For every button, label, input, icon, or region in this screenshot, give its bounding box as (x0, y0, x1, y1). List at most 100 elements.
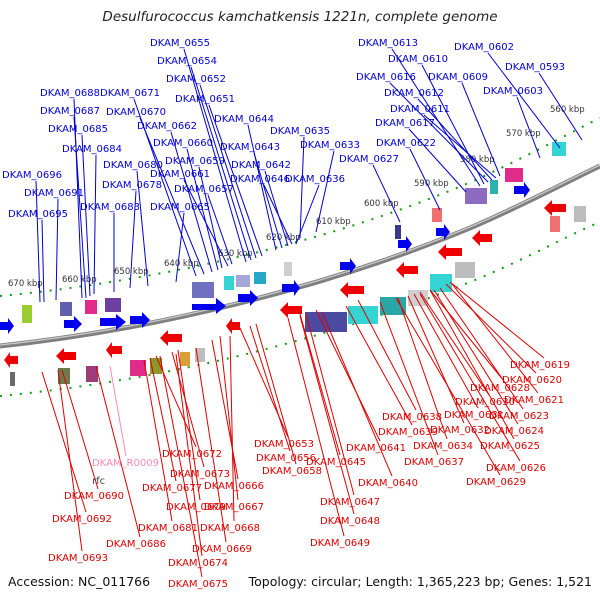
forward-gene-label[interactable]: DKAM_0662 (137, 121, 197, 132)
forward-leader-line (408, 128, 467, 193)
forward-gene-label[interactable]: DKAM_0660 (153, 138, 213, 149)
reverse-gene-label[interactable]: DKAM_0677 (142, 483, 202, 494)
reverse-gene-label[interactable]: DKAM_0623 (489, 411, 549, 422)
reverse-gene-label[interactable]: DKAM_0640 (358, 478, 418, 489)
reverse-gene-label[interactable]: DKAM_0638 (382, 412, 442, 423)
reverse-gene-arrow (544, 200, 566, 216)
forward-gene-label[interactable]: DKAM_0616 (356, 72, 416, 83)
reverse-gene-label[interactable]: DKAM_0619 (510, 360, 570, 371)
category-block (430, 274, 452, 292)
category-block (224, 276, 234, 290)
reverse-gene-label[interactable]: DKAM_0669 (192, 544, 252, 555)
forward-gene-label[interactable]: DKAM_0633 (300, 140, 360, 151)
reverse-gene-label[interactable]: DKAM_0634 (413, 441, 473, 452)
forward-gene-label[interactable]: DKAM_0609 (428, 72, 488, 83)
forward-gene-label[interactable]: DKAM_0602 (454, 42, 514, 53)
reverse-gene-label[interactable]: DKAM_0647 (320, 497, 380, 508)
forward-gene-label[interactable]: DKAM_0652 (166, 74, 226, 85)
category-block (192, 282, 214, 298)
reverse-gene-label[interactable]: DKAM_0673 (170, 469, 230, 480)
reverse-gene-label[interactable]: DKAM_0641 (346, 443, 406, 454)
reverse-gene-label[interactable]: DKAM_0692 (52, 514, 112, 525)
reverse-gene-label[interactable]: DKAM_0629 (466, 477, 526, 488)
reverse-gene-label[interactable]: DKAM_0675 (168, 579, 228, 590)
forward-gene-label[interactable]: DKAM_0683 (80, 202, 140, 213)
scale-label: 560 kbp (550, 105, 585, 115)
forward-gene-label[interactable]: DKAM_0685 (48, 124, 108, 135)
forward-gene-label[interactable]: DKAM_0627 (339, 154, 399, 165)
reverse-gene-label[interactable]: DKAM_0631 (444, 410, 504, 421)
reverse-leader-line (379, 301, 439, 456)
forward-gene-label[interactable]: DKAM_0611 (390, 104, 450, 115)
reverse-gene-label[interactable]: DKAM_0645 (306, 457, 366, 468)
reverse-gene-label[interactable]: DKAM_0628 (470, 383, 530, 394)
reverse-gene-label[interactable]: DKAM_0656 (256, 453, 316, 464)
forward-gene-label[interactable]: DKAM_0651 (175, 94, 235, 105)
forward-gene-label[interactable]: DKAM_0622 (376, 138, 436, 149)
forward-gene-label[interactable]: DKAM_0654 (157, 56, 217, 67)
forward-gene-label[interactable]: DKAM_0671 (100, 88, 160, 99)
forward-gene-label[interactable]: DKAM_0695 (8, 209, 68, 220)
forward-gene-label[interactable]: DKAM_0635 (270, 126, 330, 137)
forward-gene-label[interactable]: DKAM_0593 (505, 62, 565, 73)
reverse-gene-label[interactable]: DKAM_0624 (484, 426, 544, 437)
reverse-gene-label[interactable]: DKAM_0632 (430, 425, 490, 436)
reverse-gene-label[interactable]: DKAM_0666 (204, 481, 264, 492)
reverse-gene-label[interactable]: DKAM_0686 (106, 539, 166, 550)
forward-leader-line (73, 116, 87, 299)
reverse-category-track (10, 206, 586, 386)
forward-gene-label[interactable]: DKAM_0613 (358, 38, 418, 49)
reverse-gene-label[interactable]: DKAM_0667 (204, 502, 264, 513)
reverse-gene-label[interactable]: DKAM_0630 (455, 397, 515, 408)
reverse-gene-label[interactable]: DKAM_0693 (48, 553, 108, 564)
forward-gene-label[interactable]: DKAM_0636 (285, 174, 345, 185)
reverse-gene-label[interactable]: DKAM_0690 (64, 491, 124, 502)
reverse-gene-label[interactable]: DKAM_0681 (138, 523, 198, 534)
forward-gene-label[interactable]: DKAM_0610 (388, 54, 448, 65)
reverse-gene-label[interactable]: DKAM_0639 (378, 427, 438, 438)
reverse-gene-arrow (226, 318, 240, 334)
forward-gene-label[interactable]: DKAM_0680 (103, 160, 163, 171)
forward-gene-label[interactable]: DKAM_0688 (40, 88, 100, 99)
reverse-gene-label[interactable]: DKAM_0648 (320, 516, 380, 527)
forward-gene-label[interactable]: DKAM_0659 (165, 156, 225, 167)
reverse-gene-label[interactable]: DKAM_0626 (486, 463, 546, 474)
forward-leader-lines (35, 48, 583, 303)
forward-leader-line (253, 152, 283, 249)
forward-gene-label[interactable]: DKAM_0655 (150, 38, 210, 49)
forward-gene-label[interactable]: DKAM_0696 (2, 170, 62, 181)
forward-leader-line (199, 84, 257, 259)
forward-gene-label[interactable]: DKAM_0657 (174, 184, 234, 195)
reverse-gene-label[interactable]: DKAM_0625 (480, 441, 540, 452)
rna-gene-label[interactable]: DKAM_R0009 (92, 458, 159, 469)
reverse-gene-label[interactable]: DKAM_0620 (502, 375, 562, 386)
forward-gene-arrow (514, 182, 530, 198)
reverse-gene-label[interactable]: DKAM_0637 (404, 457, 464, 468)
forward-gene-label[interactable]: DKAM_0661 (150, 169, 210, 180)
reverse-gene-label[interactable]: DKAM_0649 (310, 538, 370, 549)
forward-gene-label[interactable]: DKAM_0665 (150, 202, 210, 213)
reverse-gene-label[interactable]: DKAM_0679 (166, 502, 226, 513)
forward-gene-label[interactable]: DKAM_0684 (62, 144, 122, 155)
forward-leader-line (183, 48, 247, 263)
forward-gene-label[interactable]: DKAM_0644 (214, 114, 274, 125)
forward-gene-label[interactable]: DKAM_0612 (384, 88, 444, 99)
forward-gene-label[interactable]: DKAM_0678 (102, 180, 162, 191)
forward-gene-label[interactable]: DKAM_0670 (106, 107, 166, 118)
forward-gene-label[interactable]: DKAM_0617 (375, 118, 435, 129)
forward-gene-label[interactable]: DKAM_0646 (230, 174, 290, 185)
reverse-gene-label[interactable]: DKAM_0672 (162, 449, 222, 460)
forward-gene-label[interactable]: DKAM_0643 (220, 142, 280, 153)
reverse-gene-label[interactable]: DKAM_0674 (168, 558, 228, 569)
reverse-gene-label[interactable]: DKAM_0668 (200, 523, 260, 534)
category-block (505, 168, 523, 182)
forward-gene-label[interactable]: DKAM_0691 (24, 188, 84, 199)
reverse-gene-label[interactable]: DKAM_0653 (254, 439, 314, 450)
forward-gene-label[interactable]: DKAM_0603 (483, 86, 543, 97)
forward-gene-label[interactable]: DKAM_0687 (40, 106, 100, 117)
reverse-gene-label[interactable]: DKAM_0621 (504, 395, 564, 406)
forward-gene-label[interactable]: DKAM_0642 (231, 160, 291, 171)
reverse-gene-label[interactable]: DKAM_0658 (262, 466, 322, 477)
